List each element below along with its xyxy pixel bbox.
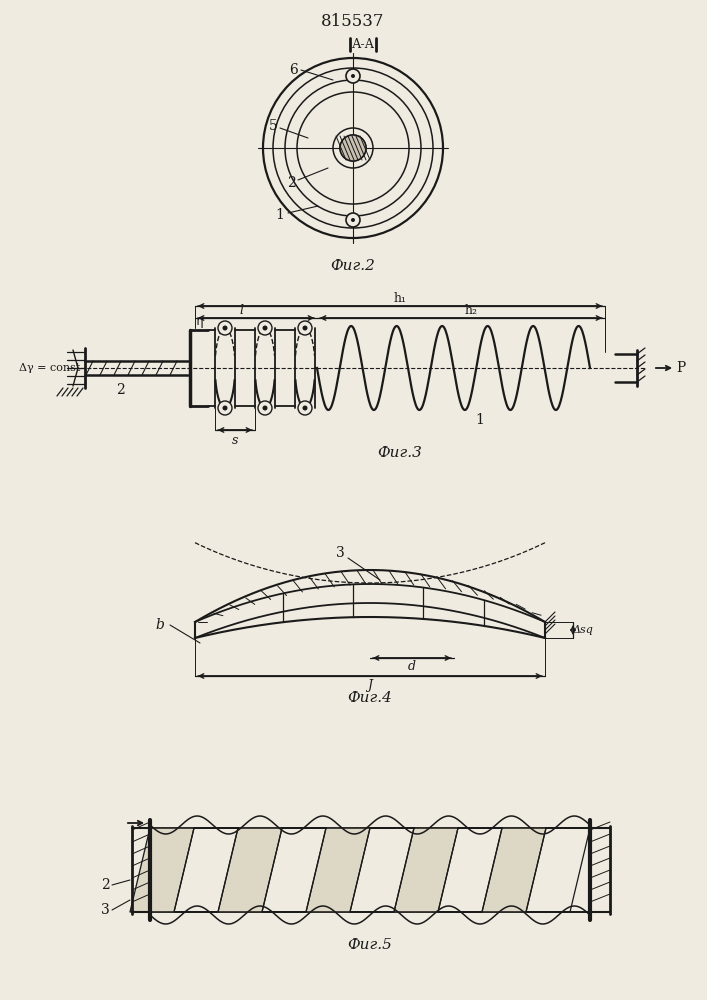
Text: h₂: h₂ <box>464 304 477 318</box>
Text: P: P <box>677 361 686 375</box>
Text: Фиг.5: Фиг.5 <box>348 938 392 952</box>
Circle shape <box>298 321 312 335</box>
Text: J: J <box>368 678 373 692</box>
Text: 815537: 815537 <box>321 13 385 30</box>
Circle shape <box>223 406 228 410</box>
Polygon shape <box>218 828 282 912</box>
Circle shape <box>351 218 355 222</box>
Text: 5: 5 <box>269 119 277 133</box>
Text: 2: 2 <box>116 383 124 397</box>
Polygon shape <box>482 828 546 912</box>
Circle shape <box>351 74 355 78</box>
Polygon shape <box>130 828 194 912</box>
Text: Δsq: Δsq <box>573 625 593 635</box>
Circle shape <box>262 406 267 410</box>
Text: 6: 6 <box>288 63 298 77</box>
Circle shape <box>303 326 308 330</box>
Circle shape <box>262 326 267 330</box>
Circle shape <box>346 213 360 227</box>
Circle shape <box>298 401 312 415</box>
Circle shape <box>258 321 272 335</box>
Text: Фиг.3: Фиг.3 <box>378 446 423 460</box>
Text: 2: 2 <box>286 176 296 190</box>
Text: 2: 2 <box>100 878 110 892</box>
Text: b: b <box>156 618 165 632</box>
Text: s: s <box>232 434 238 446</box>
Text: l: l <box>239 304 243 318</box>
Text: 3: 3 <box>100 903 110 917</box>
Circle shape <box>223 326 228 330</box>
Text: Фиг.2: Фиг.2 <box>331 259 375 273</box>
Circle shape <box>218 321 232 335</box>
Text: h₁: h₁ <box>394 292 407 306</box>
Circle shape <box>303 406 308 410</box>
Text: η: η <box>195 314 203 328</box>
Text: А-А: А-А <box>351 38 375 51</box>
Text: 1: 1 <box>476 413 484 427</box>
Circle shape <box>340 135 366 161</box>
Text: 3: 3 <box>336 546 344 560</box>
Text: Фиг.4: Фиг.4 <box>348 691 392 705</box>
Circle shape <box>258 401 272 415</box>
Circle shape <box>346 69 360 83</box>
Polygon shape <box>306 828 370 912</box>
Circle shape <box>218 401 232 415</box>
Text: d: d <box>408 660 416 674</box>
Text: Δγ = const: Δγ = const <box>19 363 81 373</box>
Polygon shape <box>394 828 458 912</box>
Text: 1: 1 <box>276 208 284 222</box>
